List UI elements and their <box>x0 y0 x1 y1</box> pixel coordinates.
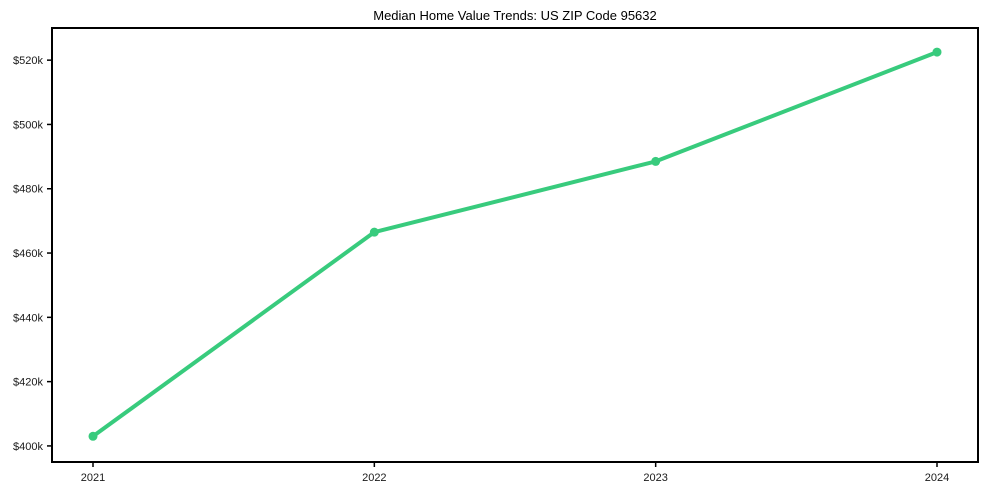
trend-line <box>91 50 939 439</box>
data-point-marker <box>88 431 98 441</box>
x-tick-label: 2023 <box>643 472 667 484</box>
chart-title: Median Home Value Trends: US ZIP Code 95… <box>373 8 657 23</box>
y-tick-label: $420k <box>13 377 43 389</box>
x-tick-label: 2021 <box>81 472 105 484</box>
y-tick-label: $500k <box>13 119 43 131</box>
data-point-marker <box>651 156 661 166</box>
plot-frame <box>51 27 979 463</box>
y-tick-label: $460k <box>13 248 43 260</box>
x-tick-label: 2022 <box>362 472 386 484</box>
y-tick-label: $440k <box>13 312 43 324</box>
y-tick-label: $400k <box>13 441 43 453</box>
data-point-marker <box>932 47 942 57</box>
x-tick-label: 2024 <box>925 472 949 484</box>
y-tick-label: $480k <box>13 184 43 196</box>
y-tick-label: $520k <box>13 55 43 67</box>
data-point-marker <box>369 227 379 237</box>
